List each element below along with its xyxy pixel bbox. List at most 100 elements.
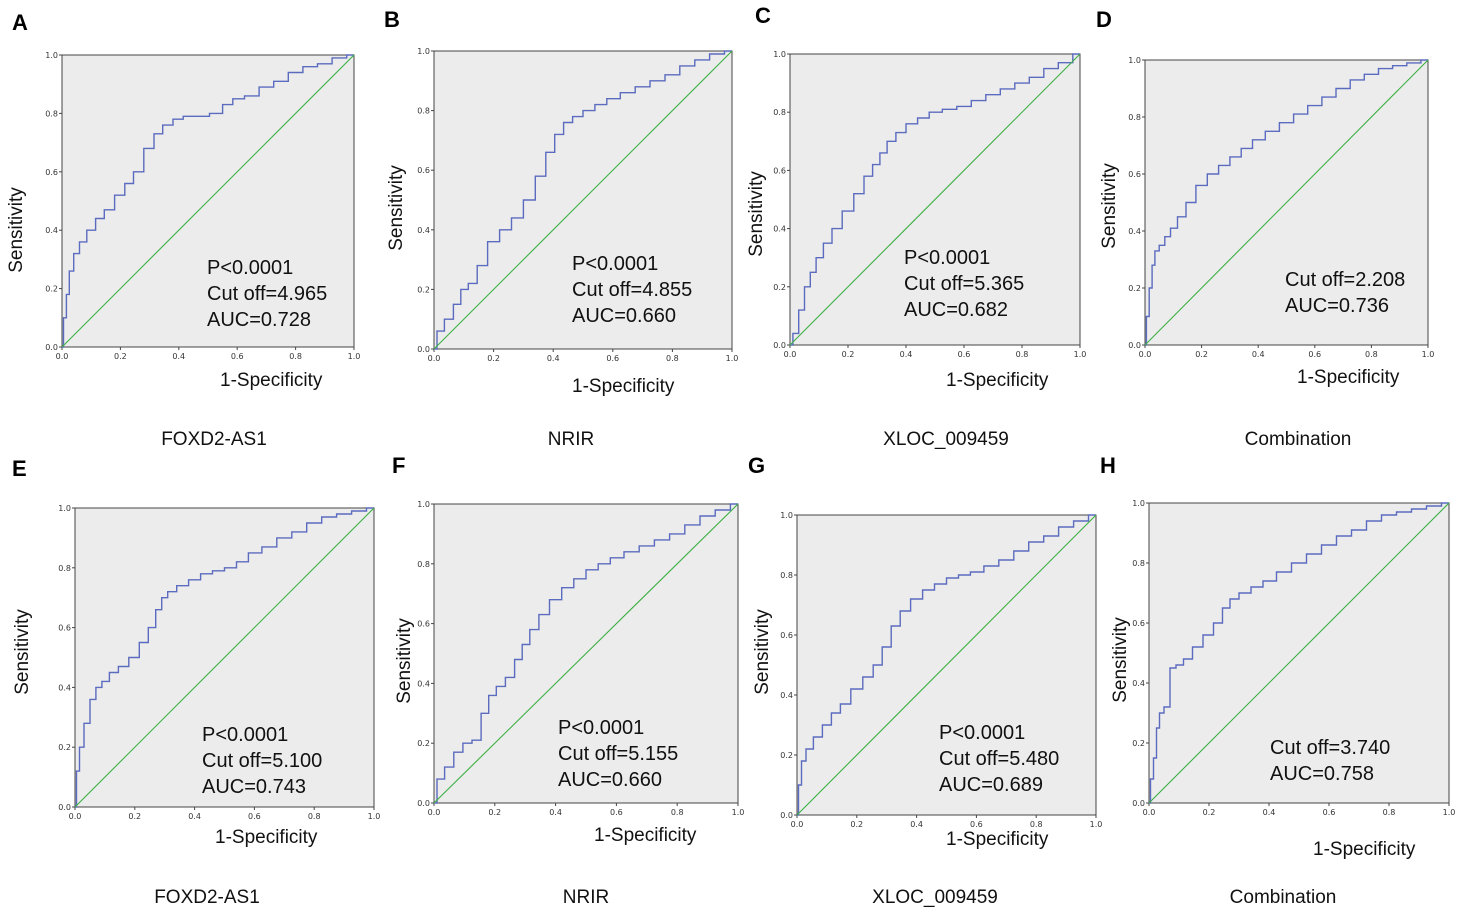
y-tick-label: 0.2	[1128, 284, 1141, 293]
y-tick-label: 0.4	[417, 226, 430, 235]
stat-annotation: P<0.0001	[939, 722, 1025, 744]
roc-curve	[434, 503, 738, 804]
y-tick-label: 0.8	[1132, 559, 1145, 568]
y-tick-label: 0.8	[417, 107, 430, 116]
x-tick-label: 0.8	[308, 812, 321, 821]
y-tick-label: 1.0	[58, 504, 71, 513]
x-tick-label: 0.2	[487, 354, 500, 363]
reference-line	[74, 507, 375, 808]
x-tick-label: 1.0	[1443, 808, 1456, 817]
x-tick-label: 0.4	[188, 812, 201, 821]
x-axis-label: 1-Specificity	[1313, 839, 1416, 860]
y-axis-label: Sensitivity	[12, 609, 33, 695]
roc-curve	[1145, 59, 1428, 346]
y-tick-label: 0.2	[417, 739, 430, 748]
x-tick-label: 0.2	[128, 812, 141, 821]
panel-caption: NRIR	[563, 887, 609, 908]
stat-annotation: AUC=0.660	[558, 769, 662, 791]
x-tick-label: 0.6	[970, 820, 983, 829]
x-tick-label: 0.0	[69, 812, 82, 821]
stat-annotation: Cut off=5.155	[558, 743, 678, 765]
y-tick-label: 0.0	[45, 343, 58, 352]
roc-curve	[62, 54, 354, 348]
x-tick-label: 0.6	[1323, 808, 1336, 817]
x-tick-label: 0.2	[1195, 350, 1208, 359]
stat-annotation: Cut off=5.365	[904, 273, 1024, 295]
panel-letter: H	[1100, 453, 1116, 478]
stat-annotation: Cut off=3.740	[1270, 737, 1390, 759]
y-tick-label: 1.0	[417, 47, 430, 56]
x-tick-label: 0.8	[1016, 350, 1029, 359]
x-tick-label: 1.0	[368, 812, 381, 821]
panel-caption: FOXD2-AS1	[154, 887, 260, 908]
x-tick-label: 0.4	[910, 820, 923, 829]
y-tick-label: 0.4	[773, 225, 786, 234]
x-axis-label: 1-Specificity	[594, 825, 697, 846]
roc-curve	[797, 514, 1096, 816]
y-axis-label: Sensitivity	[1099, 163, 1120, 249]
x-tick-label: 1.0	[1090, 820, 1103, 829]
roc-curve	[75, 507, 374, 808]
panel-caption: FOXD2-AS1	[161, 429, 267, 450]
reference-line	[433, 50, 733, 350]
stat-annotation: Cut off=2.208	[1285, 269, 1405, 291]
y-tick-label: 1.0	[45, 51, 58, 60]
reference-line	[1148, 502, 1450, 804]
y-tick-label: 0.8	[773, 108, 786, 117]
x-tick-label: 0.8	[671, 808, 684, 817]
panel-caption: Combination	[1245, 429, 1352, 450]
y-axis-label: Sensitivity	[394, 618, 415, 704]
y-tick-label: 0.4	[780, 691, 793, 700]
x-tick-label: 0.2	[114, 352, 127, 361]
x-tick-label: 0.2	[488, 808, 501, 817]
y-tick-label: 0.4	[45, 226, 58, 235]
y-tick-label: 0.8	[1128, 113, 1141, 122]
stat-annotation: Cut off=5.480	[939, 748, 1059, 770]
y-tick-label: 0.2	[58, 743, 71, 752]
x-tick-label: 0.6	[231, 352, 244, 361]
x-tick-label: 0.6	[958, 350, 971, 359]
y-tick-label: 0.8	[45, 109, 58, 118]
x-tick-label: 0.0	[428, 808, 441, 817]
y-tick-label: 1.0	[1128, 56, 1141, 65]
x-tick-label: 0.8	[1383, 808, 1396, 817]
reference-line	[796, 514, 1097, 816]
roc-panel-a: 0.0 0.2 0.4 0.6 0.8 1.0 0.0 0.2 0.4 0.6 0.8 1.0 A 1-S…	[6, 10, 360, 450]
y-axis-label: Sensitivity	[386, 165, 407, 251]
stat-annotation: P<0.0001	[207, 257, 293, 279]
x-tick-label: 0.4	[900, 350, 913, 359]
y-tick-label: 0.8	[58, 564, 71, 573]
roc-panel-g: 0.0 0.2 0.4 0.6 0.8 1.0 0.0 0.2 0.4 0.6 0.8 1.0 G 1-S…	[748, 453, 1102, 908]
stat-annotation: AUC=0.689	[939, 774, 1043, 796]
y-tick-label: 0.4	[58, 683, 71, 692]
x-tick-label: 0.2	[1203, 808, 1216, 817]
roc-curve	[790, 53, 1080, 346]
x-tick-label: 0.6	[1308, 350, 1321, 359]
stat-annotation: AUC=0.736	[1285, 295, 1389, 317]
y-tick-label: 0.6	[58, 624, 71, 633]
y-axis-label: Sensitivity	[746, 171, 767, 257]
stat-annotation: P<0.0001	[904, 247, 990, 269]
x-tick-label: 0.4	[1252, 350, 1265, 359]
panel-caption: NRIR	[548, 429, 594, 450]
panel-letter: E	[12, 456, 27, 481]
y-tick-label: 0.4	[1128, 227, 1141, 236]
roc-panel-d: 0.0 0.2 0.4 0.6 0.8 1.0 0.0 0.2 0.4 0.6 0.8 1.0 D 1-S…	[1096, 7, 1434, 450]
x-tick-label: 0.6	[248, 812, 261, 821]
x-tick-label: 0.0	[56, 352, 69, 361]
x-tick-label: 0.0	[791, 820, 804, 829]
y-tick-label: 1.0	[417, 500, 430, 509]
y-tick-label: 0.6	[773, 166, 786, 175]
y-tick-label: 0.0	[417, 799, 430, 808]
stat-annotation: AUC=0.758	[1270, 763, 1374, 785]
y-axis-label: Sensitivity	[1110, 617, 1131, 703]
x-axis-label: 1-Specificity	[1297, 367, 1400, 388]
x-tick-label: 0.0	[784, 350, 797, 359]
stat-annotation: Cut off=5.100	[202, 750, 322, 772]
roc-panel-b: 0.0 0.2 0.4 0.6 0.8 1.0 0.0 0.2 0.4 0.6 0.8 1.0 B 1-S…	[384, 7, 738, 450]
x-tick-label: 0.2	[850, 820, 863, 829]
y-axis-label: Sensitivity	[752, 609, 773, 695]
x-tick-label: 0.8	[666, 354, 679, 363]
reference-line	[61, 54, 355, 348]
